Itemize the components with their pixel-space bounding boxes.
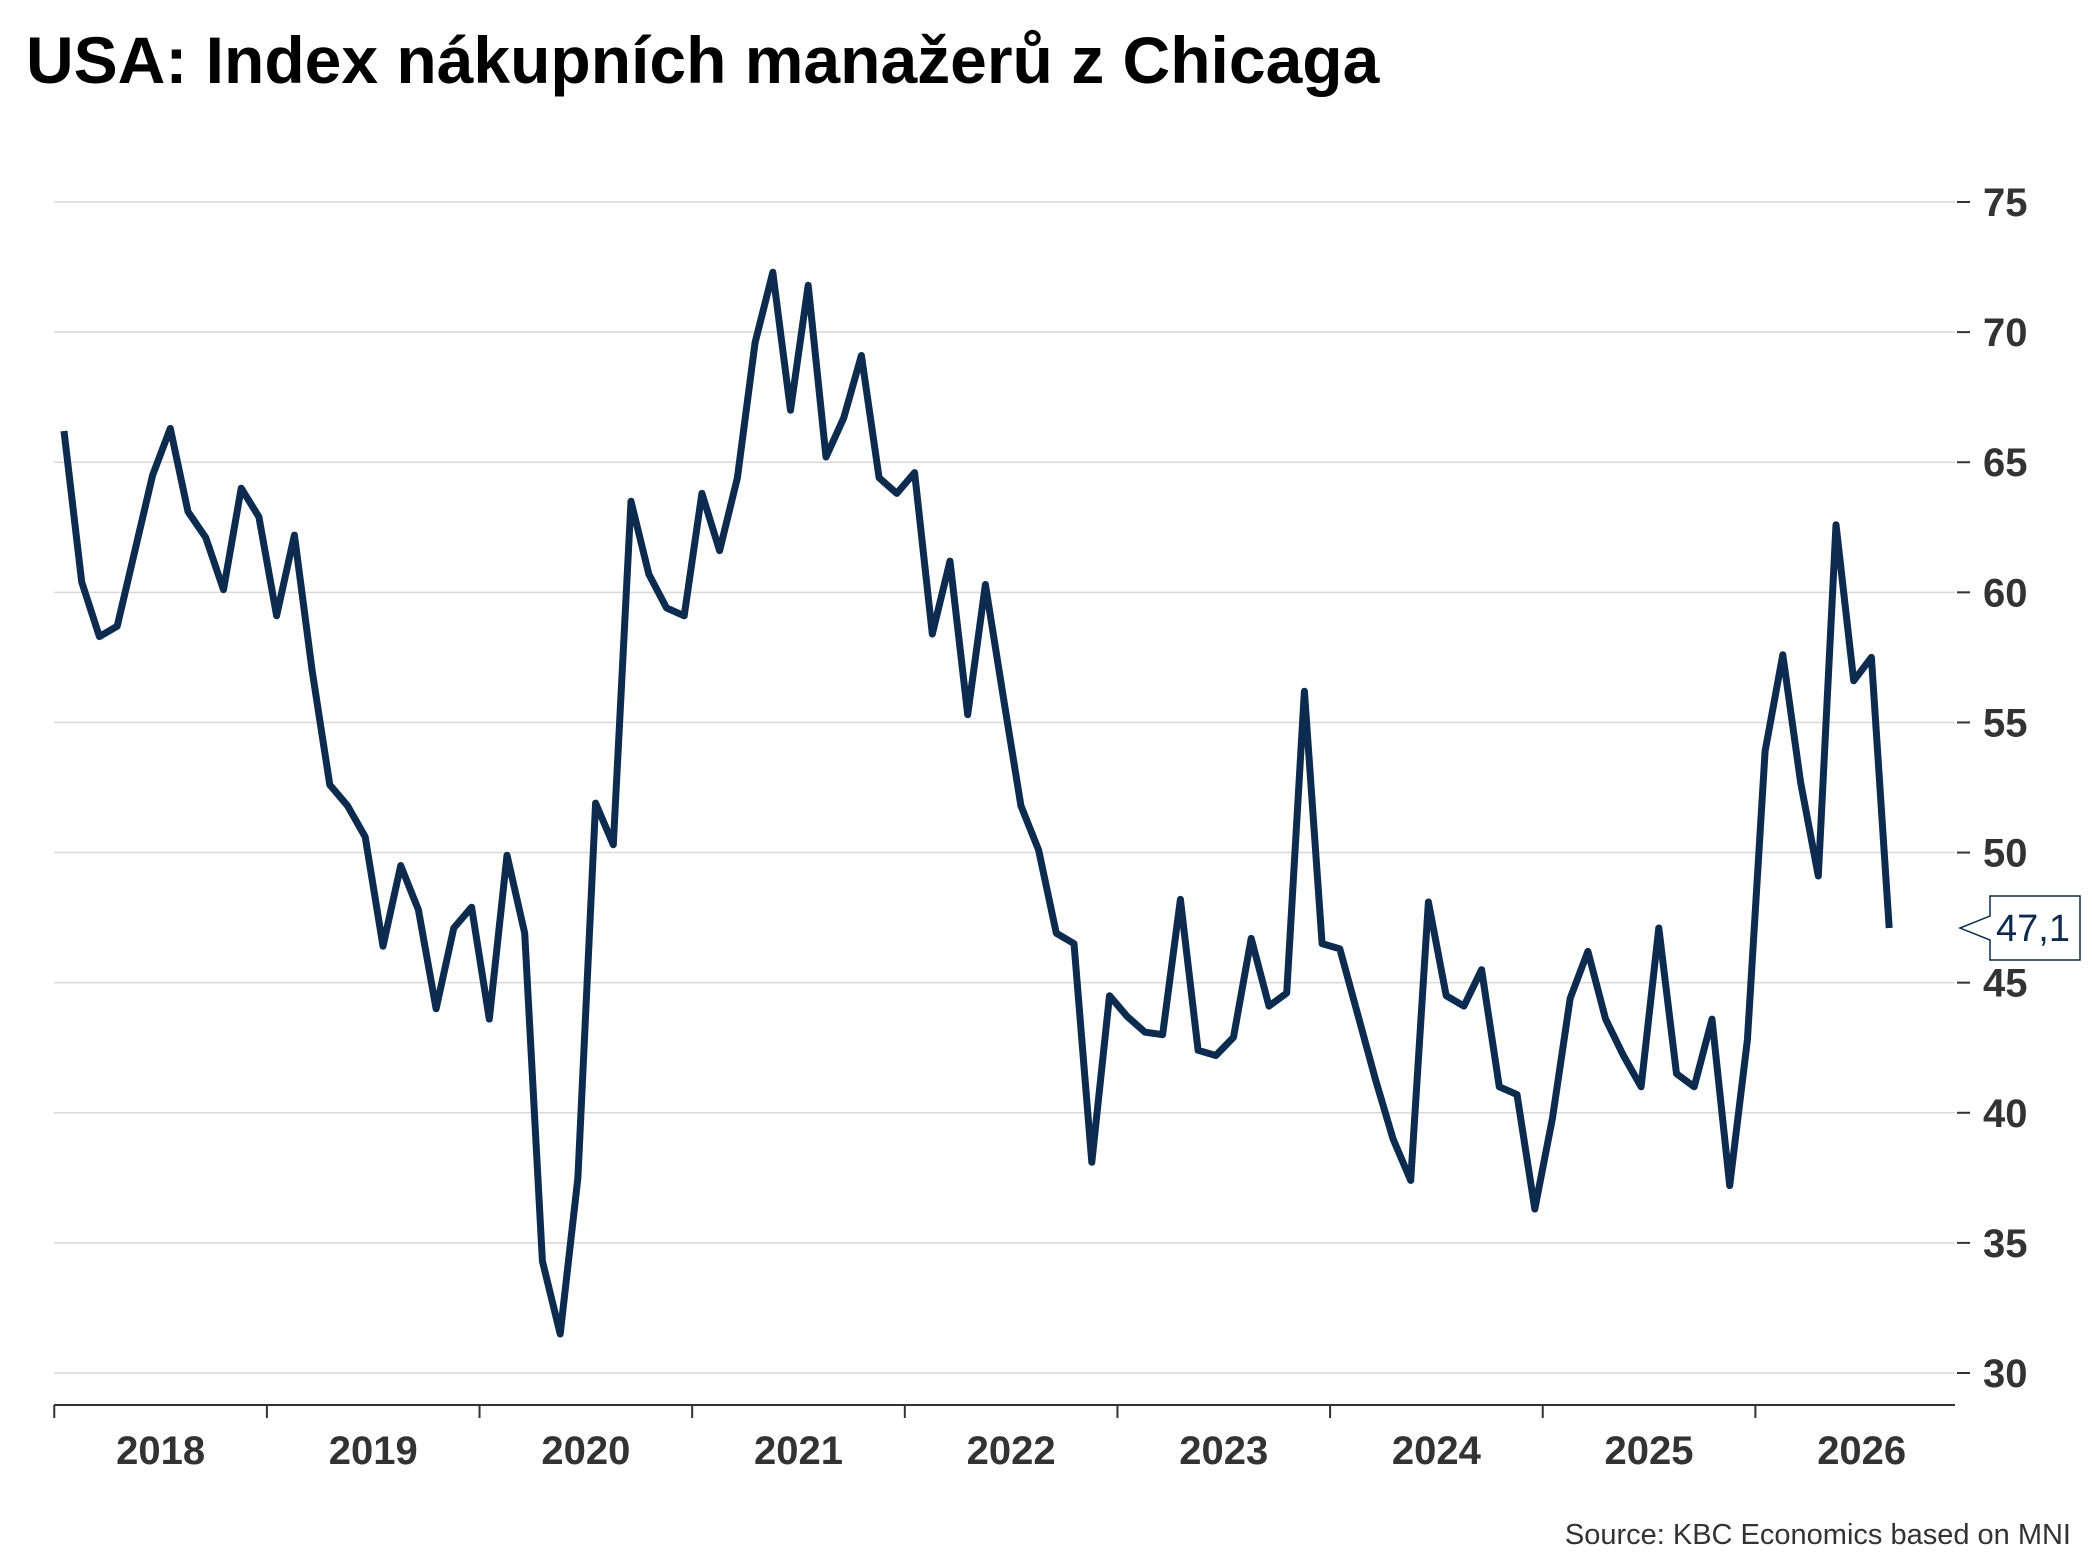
x-tick-label: 2023 [1179,1429,1268,1473]
x-axis: 2018 2019 2020 2021 2022 2023 2024 2025 2026 [53,1404,1955,1473]
x-tick-label: 2021 [754,1429,843,1473]
chart-title: USA: Index nákupních manažerů z Chicaga [26,23,1380,97]
y-tick-label: 35 [1983,1222,2028,1266]
y-tick-label: 30 [1983,1352,2028,1396]
x-tick-label: 2018 [116,1429,205,1473]
y-axis: 30 35 40 45 50 55 60 65 70 75 [1957,181,2028,1396]
x-tick-label: 2026 [1817,1429,1906,1473]
y-tick-label: 65 [1983,441,2028,485]
y-tick-label: 70 [1983,311,2028,355]
y-tick-label: 75 [1983,181,2028,225]
source-note: Source: KBC Economics based on MNI [1564,1519,2071,1551]
x-tick-label: 2020 [541,1429,630,1473]
x-tick-label: 2022 [967,1429,1056,1473]
y-tick-label: 60 [1983,571,2028,615]
last-value-label: 47,1 [1957,895,2081,961]
y-tick-label: 40 [1983,1092,2028,1136]
y-tick-label: 45 [1983,962,2028,1006]
x-tick-label: 2025 [1605,1429,1694,1473]
x-tick-label: 2019 [329,1429,418,1473]
last-value-label-text: 47,1 [1996,908,2070,950]
gridlines [54,201,1955,1374]
y-tick-label: 50 [1983,832,2028,876]
x-tick-label: 2024 [1392,1429,1482,1473]
series-line [60,268,1893,1338]
y-tick-label: 55 [1983,701,2028,745]
last-value-label-box [1957,895,2081,961]
